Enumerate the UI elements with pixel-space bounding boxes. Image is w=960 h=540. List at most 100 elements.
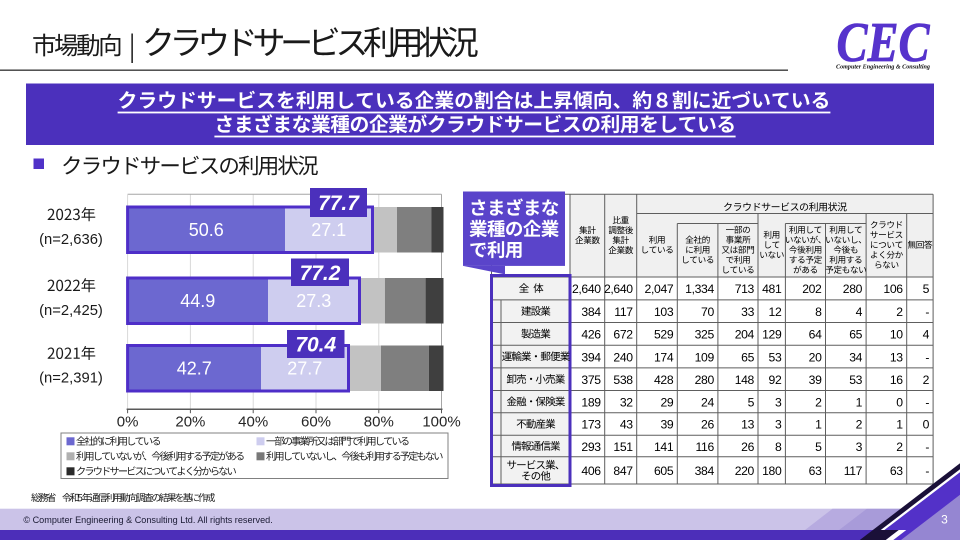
- svg-text:80%: 80%: [364, 413, 394, 430]
- svg-text:481: 481: [762, 282, 782, 296]
- svg-text:26: 26: [701, 418, 714, 432]
- svg-text:0: 0: [923, 418, 930, 432]
- svg-text:3: 3: [856, 440, 863, 454]
- svg-text:50.6: 50.6: [189, 220, 224, 240]
- svg-text:2: 2: [896, 440, 903, 454]
- svg-text:-: -: [925, 464, 929, 478]
- svg-text:(n=2,425): (n=2,425): [39, 303, 103, 319]
- svg-text:189: 189: [581, 395, 601, 409]
- svg-text:5: 5: [748, 395, 755, 409]
- svg-text:202: 202: [802, 282, 822, 296]
- svg-text:Computer Engineering & Consult: Computer Engineering & Consulting: [836, 64, 931, 71]
- svg-text:672: 672: [613, 328, 633, 342]
- svg-text:3: 3: [775, 418, 782, 432]
- svg-text:65: 65: [849, 328, 862, 342]
- svg-text:3: 3: [775, 395, 782, 409]
- svg-text:CEC: CEC: [837, 12, 931, 74]
- svg-text:605: 605: [654, 464, 674, 478]
- svg-text:428: 428: [654, 373, 674, 387]
- svg-text:103: 103: [654, 305, 674, 319]
- svg-text:27.3: 27.3: [296, 291, 331, 311]
- svg-text:847: 847: [613, 464, 633, 478]
- svg-text:375: 375: [581, 373, 601, 387]
- svg-text:5: 5: [923, 282, 930, 296]
- svg-text:538: 538: [613, 373, 633, 387]
- svg-text:2: 2: [923, 373, 930, 387]
- svg-text:8: 8: [815, 305, 822, 319]
- svg-text:529: 529: [654, 328, 674, 342]
- svg-text:1: 1: [896, 418, 903, 432]
- svg-text:4: 4: [923, 328, 930, 342]
- svg-text:42.7: 42.7: [177, 358, 212, 378]
- svg-text:117: 117: [844, 464, 863, 478]
- svg-text:-: -: [925, 350, 929, 364]
- svg-text:10: 10: [890, 328, 903, 342]
- svg-text:2,640: 2,640: [604, 282, 633, 296]
- svg-text:92: 92: [769, 373, 782, 387]
- svg-text:406: 406: [581, 464, 601, 478]
- svg-text:8: 8: [775, 440, 782, 454]
- svg-text:100%: 100%: [422, 413, 460, 430]
- svg-text:2: 2: [815, 395, 822, 409]
- svg-text:174: 174: [654, 350, 674, 364]
- svg-text:2: 2: [896, 305, 903, 319]
- svg-text:70.4: 70.4: [295, 334, 336, 357]
- svg-text:(n=2,391): (n=2,391): [39, 371, 103, 387]
- svg-text:13: 13: [890, 350, 903, 364]
- svg-text:63: 63: [809, 464, 822, 478]
- svg-text:180: 180: [762, 464, 782, 478]
- svg-text:4: 4: [856, 305, 863, 319]
- svg-text:27.7: 27.7: [287, 358, 322, 378]
- svg-text:12: 12: [769, 305, 782, 319]
- svg-text:70: 70: [701, 305, 714, 319]
- svg-text:26: 26: [741, 440, 754, 454]
- svg-text:116: 116: [696, 440, 715, 454]
- svg-text:148: 148: [735, 373, 755, 387]
- svg-text:2: 2: [856, 418, 863, 432]
- svg-text:34: 34: [849, 350, 862, 364]
- svg-text:77.7: 77.7: [318, 192, 360, 215]
- svg-text:204: 204: [735, 328, 755, 342]
- svg-text:106: 106: [883, 282, 903, 296]
- svg-text:© Computer Engineering & Consu: © Computer Engineering & Consulting Ltd.…: [23, 515, 272, 525]
- svg-text:64: 64: [809, 328, 822, 342]
- svg-text:129: 129: [762, 328, 782, 342]
- svg-text:-: -: [925, 305, 929, 319]
- svg-text:151: 151: [613, 440, 633, 454]
- svg-text:426: 426: [581, 328, 601, 342]
- svg-text:33: 33: [741, 305, 754, 319]
- svg-text:39: 39: [660, 418, 673, 432]
- svg-text:1: 1: [856, 395, 863, 409]
- svg-text:39: 39: [809, 373, 822, 387]
- svg-text:44.9: 44.9: [180, 291, 215, 311]
- svg-text:141: 141: [654, 440, 674, 454]
- svg-text:280: 280: [843, 282, 863, 296]
- svg-text:109: 109: [695, 350, 715, 364]
- svg-text:384: 384: [695, 464, 715, 478]
- svg-text:77.2: 77.2: [300, 262, 341, 285]
- svg-text:27.1: 27.1: [311, 220, 346, 240]
- svg-text:24: 24: [701, 395, 714, 409]
- svg-text:1: 1: [815, 418, 822, 432]
- svg-text:394: 394: [581, 350, 601, 364]
- svg-text:(n=2,636): (n=2,636): [39, 232, 103, 248]
- svg-text:220: 220: [735, 464, 755, 478]
- svg-text:32: 32: [620, 395, 633, 409]
- svg-text:-: -: [925, 440, 929, 454]
- svg-text:16: 16: [890, 373, 903, 387]
- svg-text:-: -: [925, 395, 929, 409]
- svg-text:325: 325: [695, 328, 715, 342]
- svg-text:65: 65: [741, 350, 754, 364]
- svg-text:29: 29: [660, 395, 673, 409]
- svg-text:173: 173: [581, 418, 601, 432]
- svg-text:293: 293: [581, 440, 601, 454]
- svg-text:0: 0: [896, 395, 903, 409]
- svg-text:2,640: 2,640: [572, 282, 601, 296]
- svg-text:3: 3: [941, 513, 948, 527]
- svg-text:2,047: 2,047: [645, 282, 674, 296]
- svg-text:0%: 0%: [117, 413, 139, 430]
- svg-text:5: 5: [815, 440, 822, 454]
- svg-text:280: 280: [695, 373, 715, 387]
- svg-text:240: 240: [613, 350, 633, 364]
- svg-text:60%: 60%: [301, 413, 331, 430]
